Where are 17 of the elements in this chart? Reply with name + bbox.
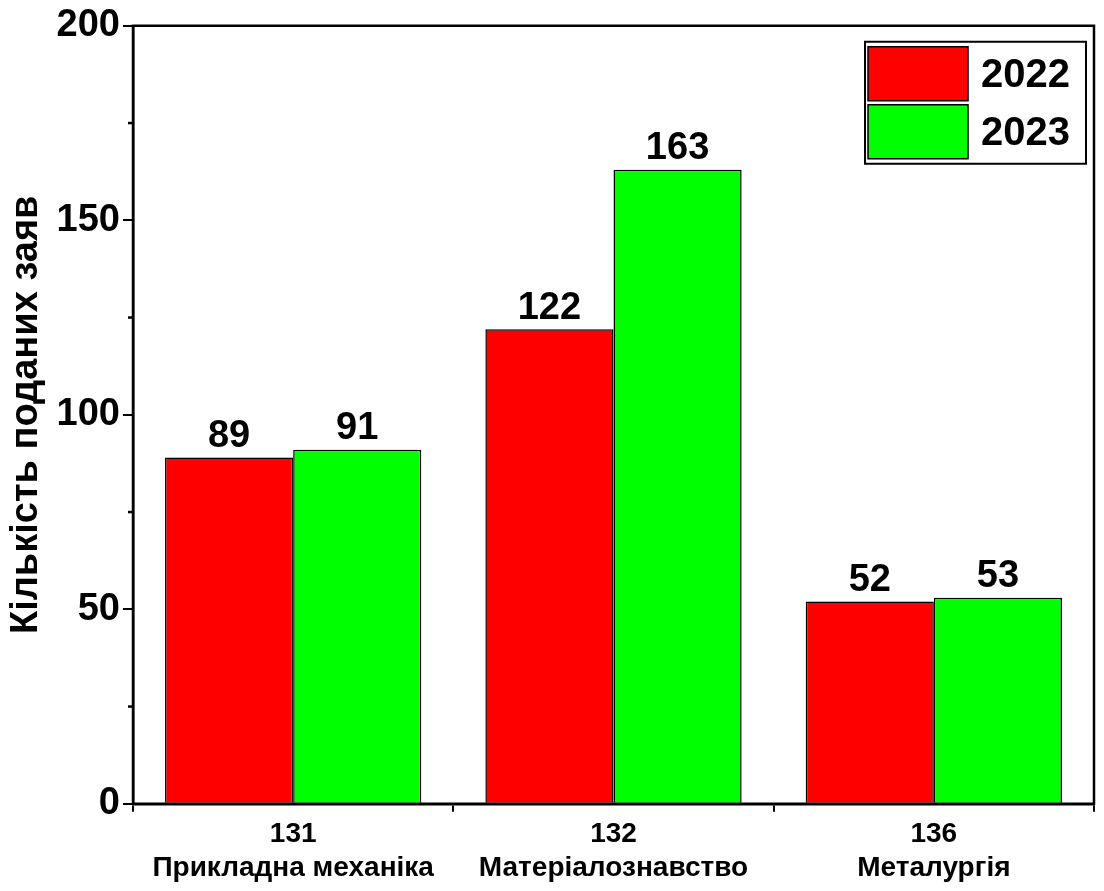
data-label: 89 <box>207 413 251 456</box>
x-tick-label: 136 Металургія <box>857 817 1011 882</box>
data-label: 122 <box>517 284 582 327</box>
y-tick-label: 200 <box>56 2 120 45</box>
x-tick-label: 131 Прикладна механіка <box>152 817 435 882</box>
y-axis-title: Кількість поданих заяв <box>3 195 46 635</box>
data-label: 91 <box>336 405 379 448</box>
y-tick-label: 150 <box>56 196 120 239</box>
x-tick-label: 132 Матеріалознавство <box>478 817 749 882</box>
legend-label: 2022 <box>981 50 1070 95</box>
y-tick-label: 100 <box>56 391 120 434</box>
data-label: 53 <box>976 553 1020 596</box>
y-tick-label: 0 <box>98 780 120 823</box>
legend-label: 2023 <box>981 108 1070 153</box>
y-tick-label: 50 <box>77 585 120 628</box>
data-label: 52 <box>848 557 891 599</box>
data-label: 163 <box>645 125 710 168</box>
